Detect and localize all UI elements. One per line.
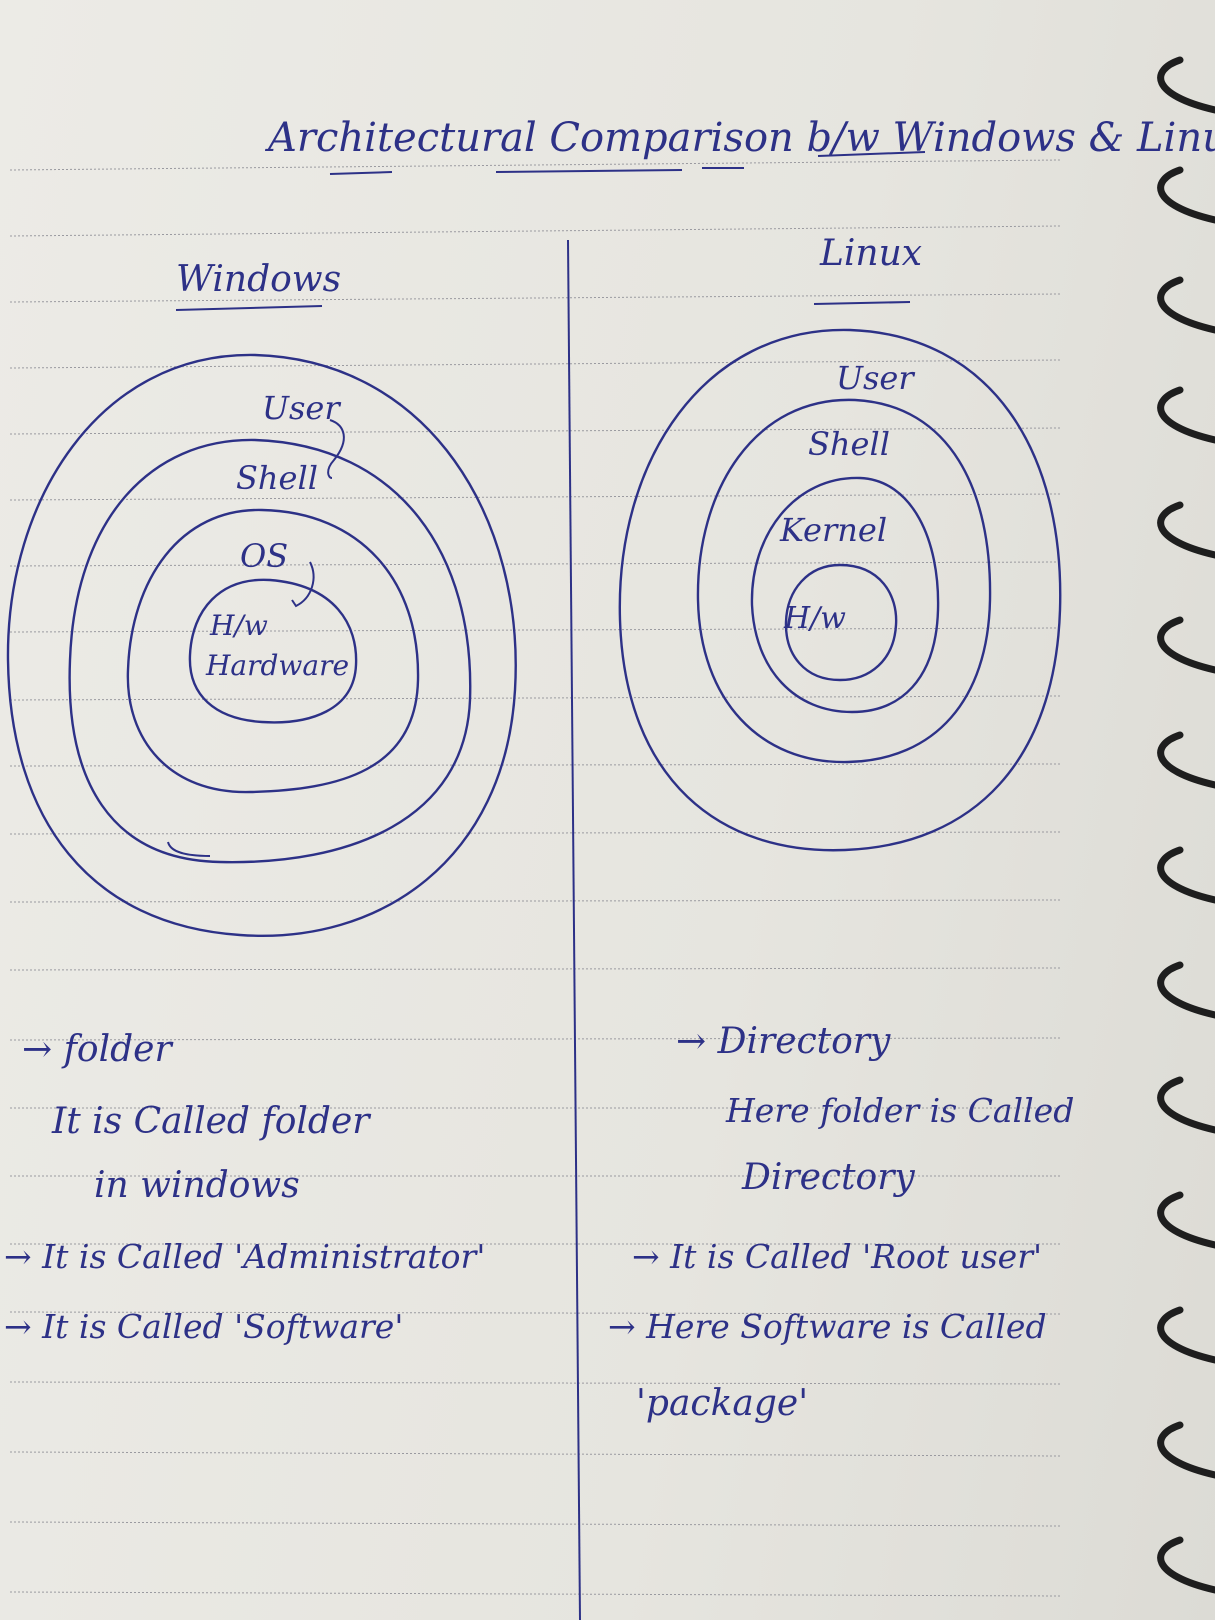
linux-rings — [618, 328, 1062, 852]
linux-layer-user: User — [836, 359, 914, 397]
ruled-lines — [9, 159, 1061, 1597]
windows-layer-hardware: Hardware — [206, 649, 350, 682]
windows-layer-shell: Shell — [236, 459, 318, 497]
windows-layer-os: OS — [240, 537, 289, 575]
windows-note-folder: → folder — [22, 1029, 172, 1070]
column-divider — [567, 239, 581, 1620]
linux-note-software-called: → Here Software is Called — [608, 1307, 1047, 1346]
title-underlines — [329, 151, 926, 175]
linux-heading: Linux — [820, 233, 923, 274]
linux-note-package: 'package' — [636, 1383, 809, 1424]
linux-heading-underline — [813, 301, 911, 305]
linux-note-folder-called: Here folder is Called — [726, 1091, 1075, 1130]
windows-note-in-windows: in windows — [94, 1165, 300, 1206]
linux-layer-hw: H/w — [784, 601, 846, 636]
windows-heading-underline — [175, 305, 323, 311]
windows-layer-user: User — [262, 389, 340, 427]
windows-note-software: → It is Called 'Software' — [4, 1307, 404, 1346]
linux-layer-shell: Shell — [808, 425, 890, 463]
windows-layer-hw-abbrev: H/w — [210, 609, 268, 642]
linux-note-directory: → Directory — [676, 1021, 891, 1062]
linux-note-root-user: → It is Called 'Root user' — [632, 1237, 1043, 1276]
linux-note-directory-word: Directory — [742, 1157, 915, 1198]
windows-heading: Windows — [176, 259, 342, 300]
page-title: Architectural Comparison b/w Windows & L… — [268, 115, 1215, 161]
windows-note-administrator: → It is Called 'Administrator' — [4, 1237, 486, 1276]
windows-rings — [6, 353, 517, 937]
spiral-binding — [1157, 56, 1215, 1594]
linux-layer-kernel: Kernel — [780, 511, 888, 549]
windows-note-called-folder: It is Called folder — [52, 1101, 370, 1142]
